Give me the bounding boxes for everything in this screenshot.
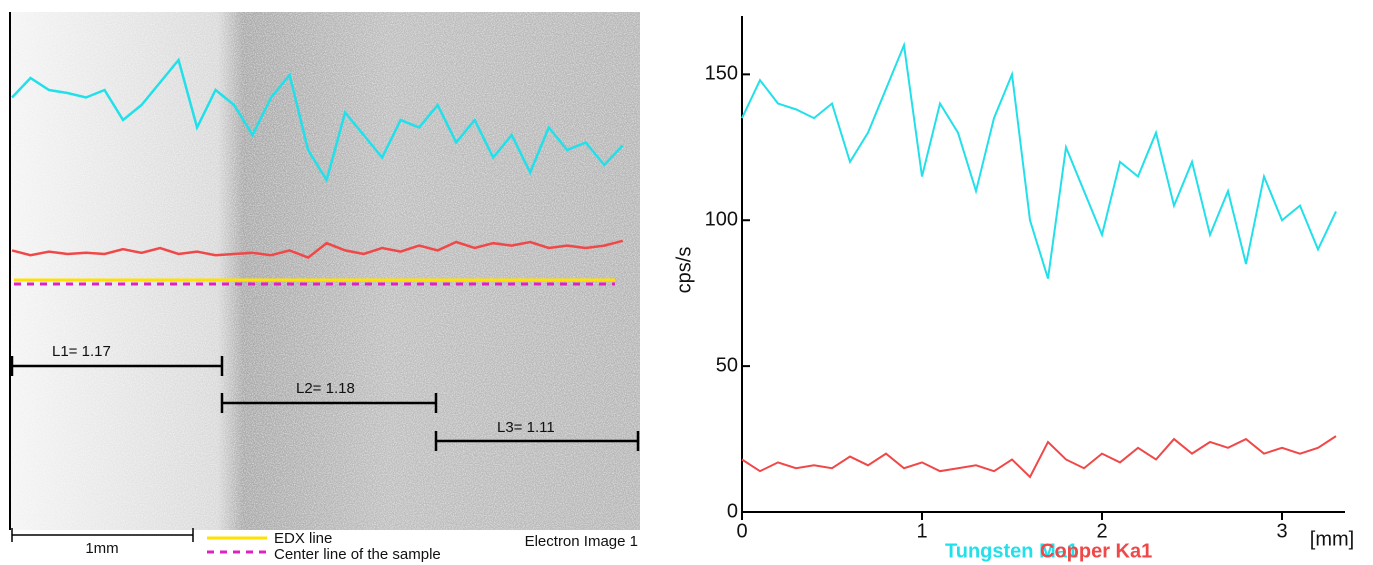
image-caption: Electron Image 1 (525, 533, 638, 550)
measurements (10, 356, 640, 542)
x-tick-label: 2 (1096, 520, 1107, 542)
measurement-label: L1= 1.17 (52, 343, 111, 360)
y-tick-label: 50 (716, 354, 738, 376)
x-tick-label: 0 (736, 520, 747, 542)
measurement-label: L2= 1.18 (296, 380, 355, 397)
x-tick-label: 1 (916, 520, 927, 542)
legend-label: EDX line (274, 530, 332, 547)
electron-image: L1= 1.17 L2= 1.18 L3= 1.11 1mm EDX line … (9, 12, 640, 563)
y-tick-label: 100 (705, 209, 738, 231)
y-tick-label: 150 (705, 63, 738, 85)
measurement-label: L3= 1.11 (497, 419, 555, 436)
legend-label: Tungsten Ma1 (945, 540, 1078, 562)
y-axis-label: cps/s (673, 247, 695, 294)
series-line (741, 41, 1337, 279)
l1-bracket (10, 356, 224, 376)
legend-label: Copper Ka1 (1040, 540, 1152, 562)
line-chart: cps/s [mm] 0 50 100 150 0 1 2 3 Tungsten Ma1Copp… (673, 16, 1354, 562)
sem-noise (10, 12, 640, 530)
overlay-line (11, 57, 624, 184)
scale-bar-label: 1mm (85, 540, 118, 557)
x-tick-label: 3 (1276, 520, 1287, 542)
l3-bracket (434, 431, 640, 451)
scale-bar (11, 528, 194, 542)
legend-label: Center line of the sample (274, 546, 441, 563)
l2-bracket (220, 393, 438, 413)
x-axis-unit: [mm] (1310, 528, 1354, 550)
y-tick-label: 0 (727, 500, 738, 522)
series-line (741, 435, 1337, 479)
overlay-line (11, 239, 624, 260)
